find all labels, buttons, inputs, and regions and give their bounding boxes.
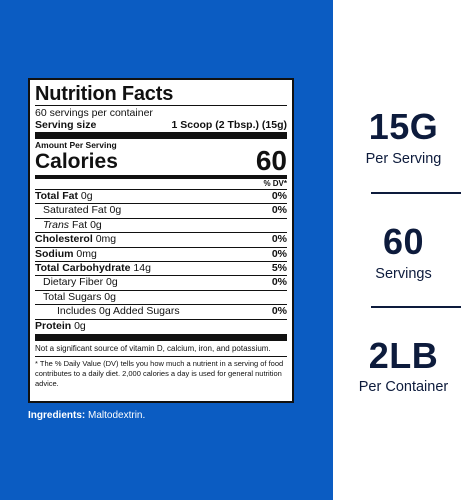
product-stats-panel: 15G Per Serving 60 Servings 2LB Per Cont…	[333, 0, 474, 500]
servings-per-container: 60 servings per container	[35, 107, 153, 119]
nutrient-row-dietary-fiber: Dietary Fiber 0g 0%	[35, 276, 287, 291]
nutrient-amount: 0mg	[95, 233, 117, 246]
nutrient-name: Sodium	[35, 247, 74, 260]
nutrient-row-total-sugars: Total Sugars 0g	[35, 290, 287, 306]
nutrient-dv: 0%	[271, 276, 287, 289]
stat-servings-amount: 60	[382, 221, 425, 262]
nutrient-dv: 0%	[271, 204, 287, 217]
nutrient-row-total-fat: Total Fat 0g 0%	[35, 190, 287, 205]
serving-size-value: 1 Scoop (2 Tbsp.) (15g)	[171, 119, 287, 131]
medium-divider	[35, 175, 287, 179]
nutrient-amount: 14g	[133, 262, 151, 275]
calories-label: Calories	[35, 150, 118, 173]
nutrient-name: Fat	[71, 218, 88, 231]
nutrition-facts-title: Nutrition Facts	[35, 83, 287, 106]
thick-divider	[35, 334, 287, 342]
nutrient-name: Saturated Fat	[43, 204, 107, 217]
nutrient-row-added-sugars: Includes 0g Added Sugars 0%	[35, 305, 287, 320]
serving-size-label: Serving size	[35, 119, 97, 131]
nutrient-row-saturated-fat: Saturated Fat 0g 0%	[35, 204, 287, 219]
ingredients-line: Ingredients: Maltodextrin.	[28, 410, 145, 421]
stat-servings-caption: Servings	[375, 266, 432, 282]
nutrient-amount: 0g	[109, 204, 122, 217]
nutrient-row-protein: Protein 0g	[35, 320, 287, 333]
stat-container-caption: Per Container	[358, 379, 449, 395]
vitamin-note: Not a significant source of vitamin D, c…	[35, 341, 287, 358]
stat-divider	[371, 306, 461, 308]
nutrient-amount: 0g	[74, 319, 86, 332]
calories-value: 60	[255, 145, 287, 176]
nutrient-name: Total Sugars	[43, 290, 102, 303]
nutrient-row-trans-fat: Trans Fat 0g	[35, 218, 287, 234]
nutrient-row-sodium: Sodium 0mg 0%	[35, 247, 287, 263]
nutrient-dv: 0%	[271, 233, 287, 246]
stat-protein-caption: Per Serving	[365, 151, 442, 167]
nutrient-name: Cholesterol	[35, 233, 93, 246]
nutrient-dv: 5%	[271, 262, 287, 275]
nutrition-facts-label: Nutrition Facts 60 servings per containe…	[28, 78, 294, 403]
nutrient-amount: 0g	[90, 218, 102, 231]
stat-container-amount: 2LB	[368, 335, 439, 376]
nutrient-name: Dietary Fiber	[43, 276, 104, 289]
nutrient-amount: 0g	[80, 190, 93, 202]
nutrient-name-italic: Trans	[43, 218, 70, 231]
nutrient-amount: 0g	[104, 290, 116, 303]
nutrient-name: Includes 0g Added Sugars	[57, 305, 180, 318]
nutrient-amount: 0g	[106, 276, 118, 289]
ingredients-label: Ingredients:	[28, 410, 86, 421]
nutrient-amount: 0mg	[76, 247, 97, 260]
thick-divider	[35, 132, 287, 139]
daily-value-footnote: * The % Daily Value (DV) tells you how m…	[35, 359, 284, 389]
ingredients-value: Maltodextrin.	[88, 410, 146, 421]
nutrient-dv: 0%	[271, 190, 287, 202]
nutrient-row-cholesterol: Cholesterol 0mg 0%	[35, 233, 287, 248]
nutrient-name: Total Carbohydrate	[35, 262, 131, 275]
nutrient-name: Total Fat	[35, 190, 78, 202]
serving-size-row: Serving size 1 Scoop (2 Tbsp.) (15g)	[35, 119, 287, 131]
calories-row: Calories 60	[35, 145, 287, 176]
nutrient-name: Protein	[35, 319, 72, 332]
stat-protein-amount: 15G	[368, 106, 439, 147]
amount-per-serving: Amount Per Serving	[35, 140, 117, 150]
nutrient-dv: 0%	[271, 305, 287, 318]
nutrient-dv: 0%	[271, 247, 287, 260]
nutrient-row-total-carbohydrate: Total Carbohydrate 14g 5%	[35, 262, 287, 277]
stat-divider	[371, 192, 461, 194]
daily-value-header: % DV*	[35, 179, 287, 190]
